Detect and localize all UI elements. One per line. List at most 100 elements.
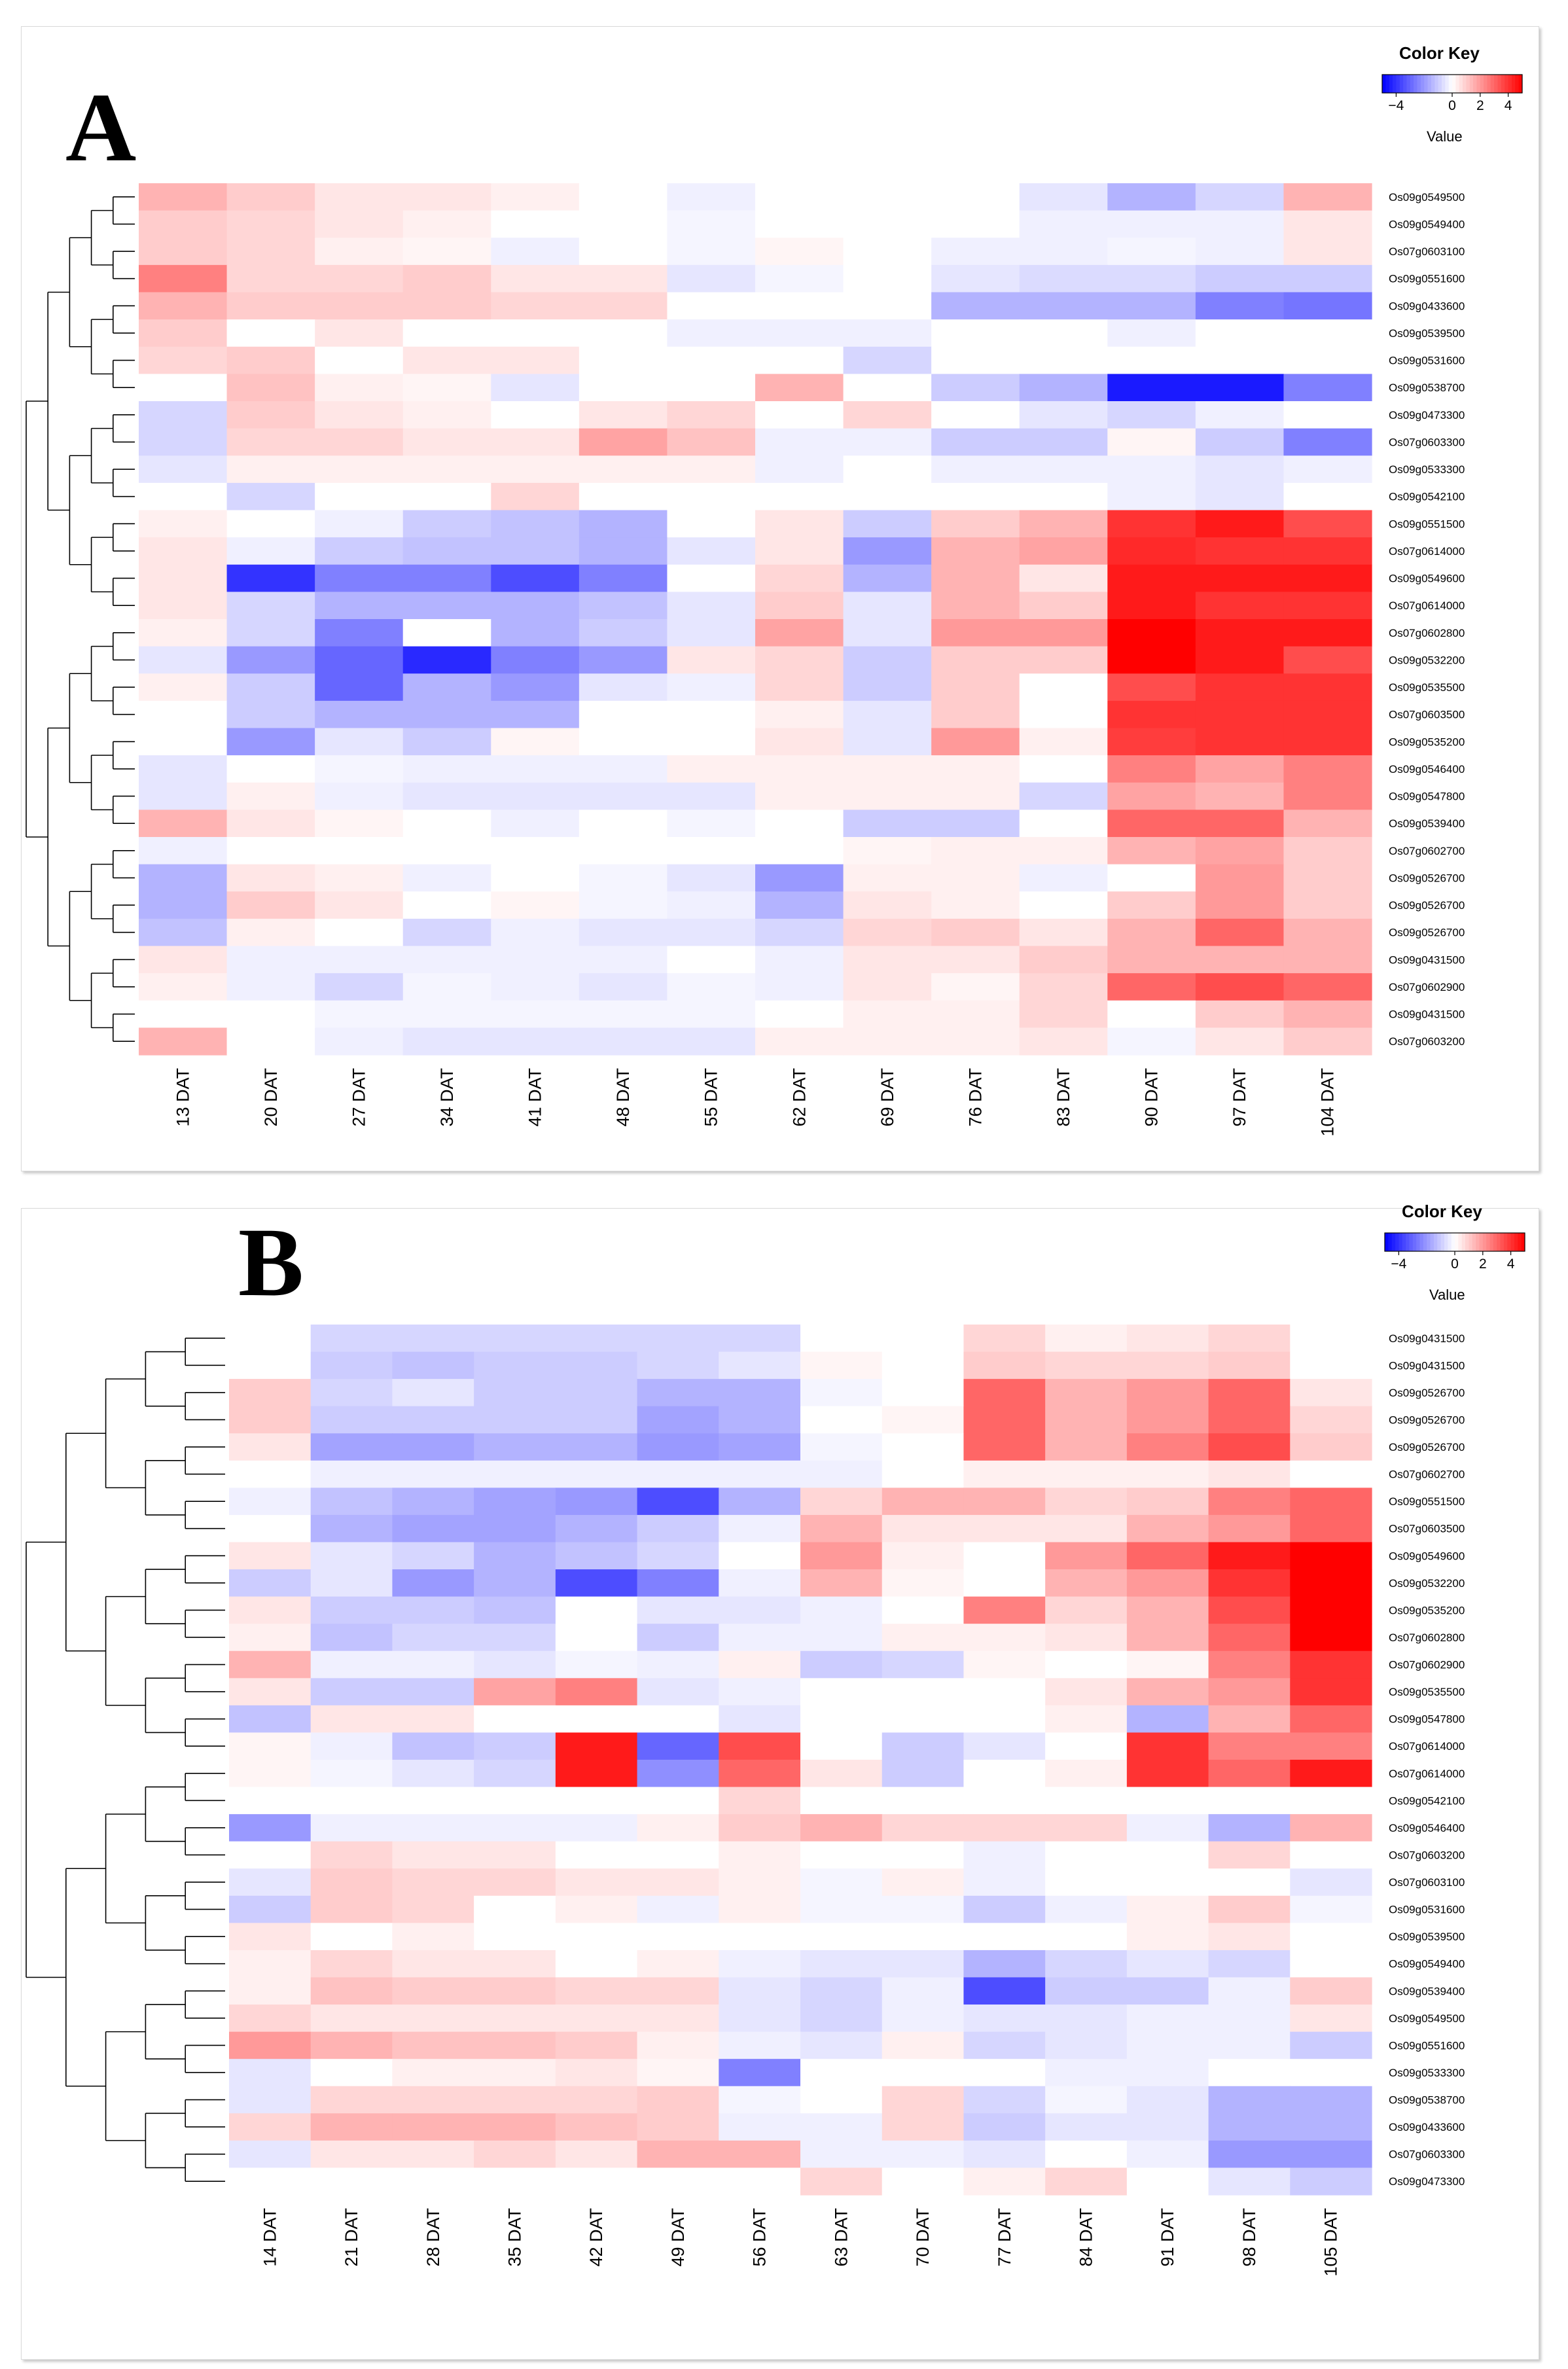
panel-a-cell	[931, 264, 1020, 293]
panel-a-cell	[226, 755, 315, 783]
panel-b-cell	[1126, 1542, 1209, 1570]
panel-a-cell	[1195, 264, 1285, 293]
panel-a-cell	[1283, 673, 1372, 702]
panel-a-color-key-bar	[1431, 75, 1435, 93]
panel-b-cell	[1045, 2004, 1128, 2033]
panel-b-cell	[1290, 1950, 1372, 1978]
panel-a-cell	[226, 864, 315, 892]
panel-a-color-key-bar	[1406, 75, 1411, 93]
panel-b-cell	[963, 1379, 1046, 1407]
panel-b-cell	[719, 1923, 801, 1951]
panel-a-cell	[667, 537, 756, 565]
panel-b-cell	[637, 1487, 719, 1516]
panel-b-cell	[229, 1379, 312, 1407]
panel-a-column-label: 48 DAT	[613, 1068, 633, 1127]
panel-a-cell	[667, 319, 756, 347]
panel-a-row-label: Os09g0431500	[1389, 953, 1465, 966]
panel-b-cell	[474, 1325, 556, 1353]
panel-b-cell	[1126, 1705, 1209, 1734]
panel-a-color-key-bar	[1497, 75, 1502, 93]
panel-b-cell	[719, 1678, 801, 1706]
panel-a-cell	[315, 319, 404, 347]
panel-b-cell	[310, 1569, 393, 1597]
panel-b-cell	[1208, 1624, 1291, 1652]
panel-b-cell	[474, 2004, 556, 2033]
panel-a-cell	[315, 700, 404, 729]
panel-a-cell	[1019, 755, 1108, 783]
panel-a-cell	[1195, 210, 1285, 238]
panel-a-cell	[931, 374, 1020, 402]
panel-a-row-label: Os07g0603500	[1389, 709, 1465, 721]
panel-b-row-dendrogram	[26, 1337, 225, 2182]
panel-b-cell	[637, 1624, 719, 1652]
panel-b-cell	[719, 1868, 801, 1897]
panel-b-color-key-bar	[1423, 1233, 1427, 1251]
panel-b-cell	[474, 1460, 556, 1488]
panel-a-cell	[226, 837, 315, 865]
panel-a-color-key-bar	[1452, 75, 1456, 93]
panel-a-cell	[579, 564, 668, 592]
panel-b-cell	[1290, 2086, 1372, 2114]
panel-a-cell	[1283, 292, 1372, 320]
panel-b-cell	[229, 1624, 312, 1652]
panel-b-cell	[474, 2140, 556, 2169]
panel-b-cell	[555, 1433, 638, 1461]
panel-b-cell	[800, 2031, 883, 2059]
panel-b-cell	[1290, 1569, 1372, 1597]
panel-b-cell	[800, 1923, 883, 1951]
panel-b-cell	[392, 1460, 474, 1488]
panel-a-cell	[755, 564, 844, 592]
panel-b-cell	[1045, 2086, 1128, 2114]
panel-a-cell	[1283, 592, 1372, 620]
panel-a-cell	[402, 428, 491, 456]
panel-b-cell	[310, 2086, 393, 2114]
panel-a-cell	[1019, 564, 1108, 592]
panel-a-cell	[1107, 837, 1196, 865]
panel-b-cell	[800, 2004, 883, 2033]
panel-a-cell	[226, 264, 315, 293]
panel-b-cell	[882, 2113, 965, 2141]
panel-b-cell	[719, 1542, 801, 1570]
panel-b-row-label: Os09g0549500	[1389, 2012, 1465, 2025]
panel-a-cell	[491, 428, 580, 456]
panel-b-row-label: Os09g0538700	[1389, 2094, 1465, 2107]
panel-b-cell	[719, 1433, 801, 1461]
panel-a-cell	[315, 810, 404, 838]
panel-a-cell	[226, 810, 315, 838]
panel-b-cell	[555, 1678, 638, 1706]
panel-b-cell	[229, 1460, 312, 1488]
panel-b-cell	[963, 1514, 1046, 1543]
panel-b-cell	[1045, 2140, 1128, 2169]
panel-a-cell	[226, 891, 315, 919]
panel-a-color-key-bar	[1476, 75, 1481, 93]
panel-a-row-label: Os09g0526700	[1389, 927, 1465, 939]
panel-b-cell	[1208, 1732, 1291, 1760]
panel-b-cell	[882, 1487, 965, 1516]
panel-a-cell	[226, 537, 315, 565]
panel-a-cell	[1019, 864, 1108, 892]
panel-b-cell	[392, 1569, 474, 1597]
panel-b-cell	[474, 2086, 556, 2114]
panel-a-column-label: 83 DAT	[1054, 1068, 1073, 1127]
panel-a-cell	[315, 482, 404, 511]
panel-b-column-label: 14 DAT	[260, 2208, 279, 2267]
panel-b-cell	[229, 1814, 312, 1842]
panel-b-cell	[1126, 2059, 1209, 2087]
panel-a-cell	[491, 810, 580, 838]
panel-a-cell	[1019, 918, 1108, 947]
panel-b-color-key-bar	[1419, 1233, 1424, 1251]
panel-b-color-key-bar	[1385, 1233, 1389, 1251]
panel-b-cell	[800, 1624, 883, 1652]
panel-b-color-key-bar	[1479, 1233, 1484, 1251]
panel-a-cell	[755, 401, 844, 429]
panel-b-cell	[1290, 1596, 1372, 1624]
panel-a-cell	[402, 510, 491, 538]
panel-a-cell	[843, 292, 932, 320]
panel-b-cell	[1045, 1732, 1128, 1760]
panel-a-cell	[755, 810, 844, 838]
panel-b-color-key-bar	[1451, 1233, 1455, 1251]
panel-a-cell	[1283, 1000, 1372, 1028]
panel-b-cell	[963, 1596, 1046, 1624]
panel-b-cell	[555, 2004, 638, 2033]
panel-a-cell	[579, 646, 668, 674]
